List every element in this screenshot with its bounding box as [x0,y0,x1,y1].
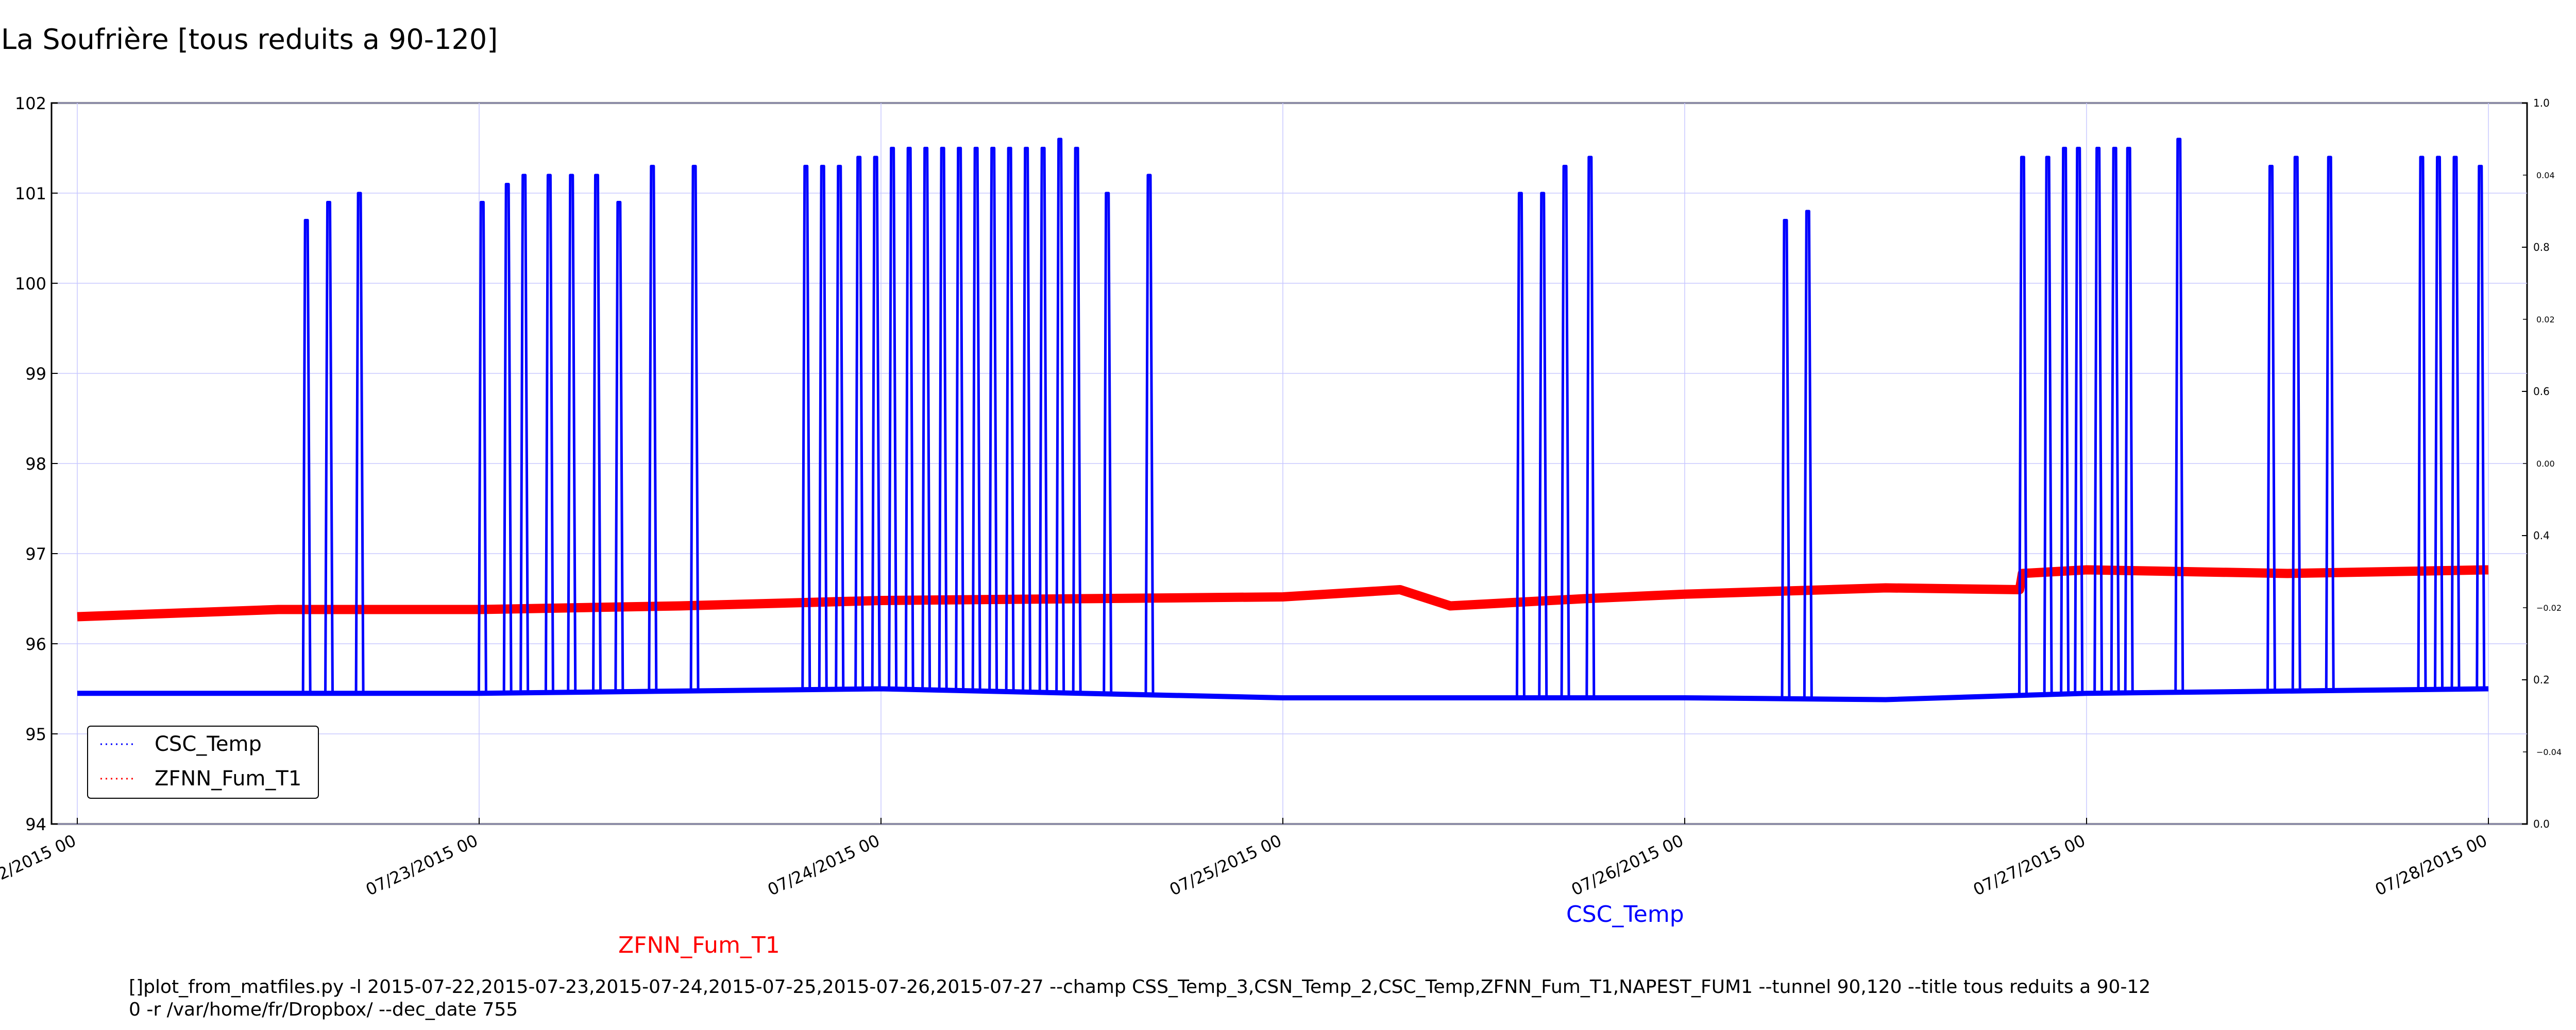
series-spike-csc-temp [2417,156,2427,690]
series-spike-csc-temp [502,183,513,693]
series-spike-csc-temp [1560,165,1570,698]
right-tick-label: 0.6 [2533,385,2550,398]
right-tick-label: 0.2 [2533,674,2550,686]
series-spike-csc-temp [2060,147,2070,694]
y-tick-label: 101 [15,184,46,203]
series-spike-csc-temp [2174,138,2184,693]
series-spike-csc-temp [1538,192,1548,698]
chart-title: La Soufrière [tous reduits a 90-120] [1,23,498,56]
command-footer: []plot_from_matfiles.py -l 2015-07-22,20… [129,976,2150,1021]
y-tick-label: 102 [15,94,46,113]
y-tick-label: 98 [25,454,46,474]
right-axis: 0.0 0.2 0.4 0.6 0.8 1.0 −0.04 −0.02 0.00 0.02 0.04 [2522,97,2562,830]
series-spike-csc-temp [1585,156,1596,698]
series-spike-csc-temp [1055,138,1065,693]
y-tick-label: 97 [25,544,46,564]
right-tick-label: 0.4 [2533,529,2550,542]
right-tick-minor-label: −0.04 [2536,747,2562,757]
series-spike-csc-temp [2450,156,2461,690]
x-tick-label: 07/24/2015 00 [765,831,883,900]
annotation-zfnn-fum-t1: ZFNN_Fum_T1 [618,932,780,958]
legend-box [87,726,319,799]
series-spike-csc-temp [1022,147,1032,692]
x-tick-label: 07/22/2015 00 [0,831,79,900]
series-layer [77,138,2489,702]
series-spike-csc-temp [1038,147,1048,693]
x-tick-label: 07/26/2015 00 [1568,831,1686,900]
series-spike-csc-temp [871,156,881,689]
x-axis: 07/22/2015 00 07/23/2015 00 07/24/2015 00 0… [0,818,2490,900]
series-spike-csc-temp [921,147,931,690]
series-spike-csc-temp [2110,147,2120,693]
series-spike-csc-temp [592,174,602,692]
series-spike-csc-temp [1103,192,1113,694]
command-line-2: 0 -r /var/home/fr/Dropbox/ --dec_date 75… [129,999,518,1020]
series-line-csc-temp [77,686,2489,702]
plot-area: 94 95 96 97 98 99 100 101 102 07/22/2015 00 07/23… [0,94,2562,900]
annotation-csc-temp: CSC_Temp [1566,901,1684,928]
series-spike-csc-temp [2124,147,2134,693]
series-spike-csc-temp [2434,156,2444,690]
right-tick-minor-label: −0.02 [2536,603,2562,613]
y-axis: 94 95 96 97 98 99 100 101 102 [15,94,58,834]
x-tick-label: 07/23/2015 00 [363,831,481,900]
series-spike-csc-temp [2476,165,2486,689]
command-line-1: []plot_from_matfiles.py -l 2015-07-22,20… [129,976,2151,998]
series-spike-csc-temp [1803,210,1813,699]
x-tick-label: 07/27/2015 00 [1970,831,2088,900]
series-spike-csc-temp [614,201,624,692]
series-spike-csc-temp [971,147,981,691]
series-spike-csc-temp [1072,147,1082,694]
series-spike-csc-temp [519,174,530,693]
series-spike-csc-temp [2018,156,2028,696]
y-tick-label: 95 [25,725,46,744]
series-spike-csc-temp [689,165,700,691]
series-spike-csc-temp [324,201,334,694]
series-spike-csc-temp [2325,156,2335,691]
series-spike-csc-temp [301,219,312,694]
series-spike-csc-temp [938,147,948,691]
series-spike-csc-temp [544,174,554,693]
legend: CSC_Temp ZFNN_Fum_T1 [87,726,319,799]
right-tick-label: 0.8 [2533,241,2550,253]
series-spike-csc-temp [477,201,487,694]
series-spike-csc-temp [354,192,365,694]
x-tick-label: 07/28/2015 00 [2372,831,2490,900]
series-spike-csc-temp [835,165,845,690]
series-spike-csc-temp [988,147,998,692]
series-spike-csc-temp [1144,174,1155,695]
right-tick-label: 0.0 [2533,818,2550,830]
legend-label-zfnn-fum-t1: ZFNN_Fum_T1 [155,767,301,791]
right-tick-minor-label: 0.02 [2536,315,2555,324]
series-spike-csc-temp [854,156,865,689]
series-spike-csc-temp [2291,156,2301,691]
right-tick-label: 1.0 [2533,97,2550,109]
series-spike-csc-temp [801,165,811,690]
series-spike-csc-temp [2043,156,2053,695]
series-spike-csc-temp [904,147,914,690]
legend-label-csc-temp: CSC_Temp [155,732,262,756]
series-spike-csc-temp [955,147,965,691]
y-tick-label: 99 [25,364,46,384]
x-tick-label: 07/25/2015 00 [1166,831,1284,900]
series-spike-csc-temp [2093,147,2104,694]
series-spike-csc-temp [2266,165,2276,692]
series-spike-csc-temp [1005,147,1015,692]
series-spike-csc-temp [567,174,577,693]
series-spike-csc-temp [2074,147,2084,694]
series-spike-csc-temp [648,165,658,692]
grid [52,102,2527,825]
y-tick-label: 96 [25,634,46,654]
series-spike-csc-temp [1781,219,1791,699]
series-spike-csc-temp [818,165,828,690]
series-spike-csc-temp [888,147,898,689]
series-spike-csc-temp [1515,192,1526,698]
y-tick-label: 100 [15,274,46,294]
right-tick-minor-label: 0.00 [2536,459,2555,469]
y-tick-label: 94 [25,815,46,834]
right-tick-minor-label: 0.04 [2536,170,2555,180]
